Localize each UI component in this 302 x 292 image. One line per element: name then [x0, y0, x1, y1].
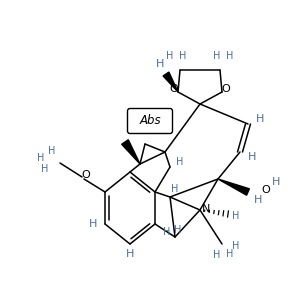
- Text: H: H: [256, 114, 264, 124]
- FancyBboxPatch shape: [127, 109, 172, 133]
- Text: H: H: [166, 51, 174, 61]
- Text: H: H: [89, 219, 97, 229]
- Text: O: O: [170, 84, 178, 94]
- Text: H: H: [226, 249, 234, 259]
- Text: H: H: [176, 157, 184, 167]
- Text: Abs: Abs: [139, 114, 161, 126]
- Text: O: O: [262, 185, 270, 195]
- Text: H: H: [248, 152, 256, 162]
- Text: H: H: [163, 227, 171, 237]
- Text: H: H: [232, 211, 240, 221]
- Text: H: H: [254, 195, 262, 205]
- Polygon shape: [218, 179, 249, 195]
- Polygon shape: [122, 140, 140, 164]
- Polygon shape: [163, 72, 178, 92]
- Text: H: H: [272, 177, 280, 187]
- Text: H: H: [213, 250, 221, 260]
- Text: H: H: [171, 184, 179, 194]
- Text: H: H: [179, 51, 187, 61]
- Text: O: O: [222, 84, 230, 94]
- Text: H: H: [48, 146, 56, 156]
- Text: H: H: [232, 241, 240, 251]
- Text: H: H: [156, 59, 164, 69]
- Text: H: H: [226, 51, 234, 61]
- Text: H: H: [174, 225, 182, 235]
- Text: H: H: [41, 164, 49, 174]
- Text: N: N: [202, 204, 210, 214]
- Text: H: H: [37, 153, 45, 163]
- Text: H: H: [126, 249, 134, 259]
- Text: O: O: [82, 170, 90, 180]
- Text: H: H: [213, 51, 221, 61]
